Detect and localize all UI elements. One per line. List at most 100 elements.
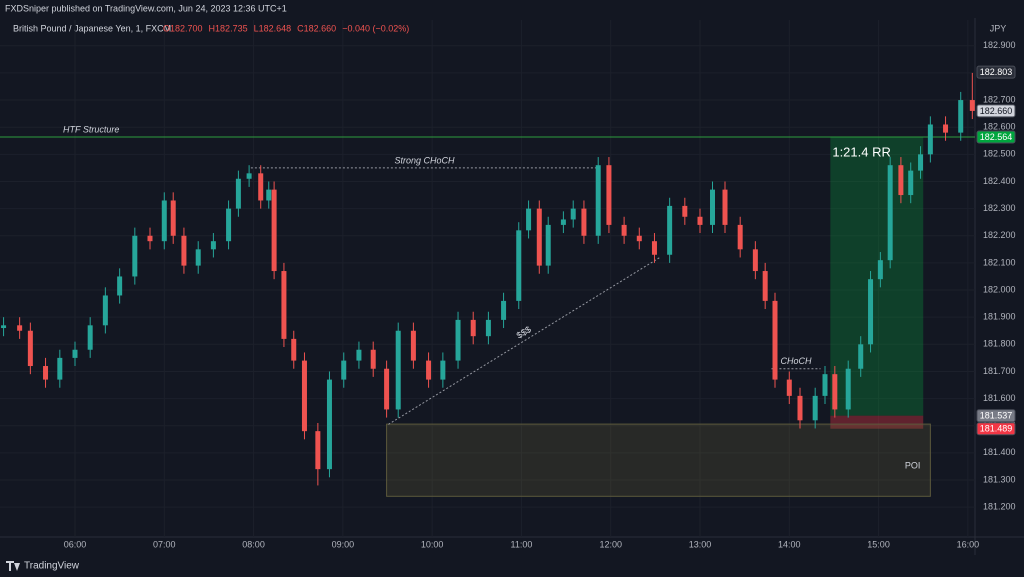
axis-labels: O182.700 H182.735 L182.648 C182.660 −0.040 (… [64,23,1016,549]
x-tick-label: 06:00 [64,539,87,549]
candle-body [440,360,446,380]
x-tick-label: 13:00 [689,539,712,549]
candle-body [560,219,566,225]
candle-body [516,230,522,301]
candle-body [235,178,241,209]
x-tick-label: 07:00 [153,539,176,549]
candle-body [762,271,768,301]
rr-label: 1:21.4 RR [832,144,891,159]
candle-body [822,374,828,396]
y-tick-label: 182.700 [983,94,1016,104]
candle-body [737,224,743,250]
ohlc-value: H182.735 [209,23,248,33]
candle-body [606,165,612,225]
x-tick-label: 11:00 [510,539,532,549]
choch-label: CHoCH [780,356,812,366]
candle-body [908,170,914,196]
price-label-box [976,422,1016,436]
chart-title: FXDSniper published on TradingView.com, … [5,3,287,13]
y-tick-label: 182.000 [983,284,1016,294]
x-tick-label: 09:00 [332,539,355,549]
candle-body [898,165,904,196]
candle-body [27,330,33,367]
candle-body [918,154,924,171]
candle-body [271,189,277,272]
x-tick-label: 14:00 [778,539,801,549]
candle-body [832,374,838,410]
stop-zone [830,415,924,429]
y-tick-label: 181.400 [983,447,1016,457]
y-tick-label: 181.600 [983,393,1016,403]
x-tick-label: 10:00 [421,539,444,549]
y-tick-label: 182.200 [983,230,1016,240]
candle-body [147,235,153,242]
logo [6,561,20,571]
currency: JPY [990,23,1007,33]
candle-body [636,235,642,242]
liquidity-line [388,257,661,425]
candle-body [501,300,507,320]
candle-body [570,208,576,220]
candle-body [281,271,287,339]
poi-zone [386,423,931,497]
candle-body [526,208,532,231]
y-tick-label: 181.800 [983,339,1016,349]
candle-body [43,366,49,380]
candle-body [1,325,7,329]
x-tick-label: 08:00 [242,539,265,549]
candle-body [226,208,232,242]
candle-body [426,360,432,380]
candle-body [969,100,975,111]
candle-body [301,360,307,432]
candle-body [927,124,933,155]
price-label-box [976,65,1016,79]
price-label-box [976,409,1016,423]
candle-body [57,357,63,380]
candle-body [356,349,362,361]
y-tick-label: 181.900 [983,312,1016,322]
price-label: 182.564 [980,132,1013,142]
candle-body [246,173,252,179]
y-tick-label: 182.500 [983,149,1016,159]
price-label: 181.537 [980,411,1013,421]
candle-body [545,224,551,266]
y-tick-label: 182.100 [983,257,1016,267]
strong-choch-label: Strong CHoCH [395,155,456,165]
candle-body [812,395,818,421]
candle-body [943,124,949,133]
candle-body [161,200,167,242]
candle-body [682,205,688,217]
candle-body [410,330,416,361]
candle-body [877,260,883,280]
candle-body [581,208,587,236]
candle-body [752,249,758,272]
candle-body [17,325,23,331]
ohlc-value: O182.700 [163,23,203,33]
candle-body [455,319,461,361]
price-label: 181.489 [980,424,1013,434]
htf-structure-label: HTF Structure [63,124,119,134]
candle-body [710,189,715,225]
candle-body [72,349,78,358]
candle-body [370,349,376,369]
candle-body [341,360,347,380]
candle-body [772,300,778,380]
y-tick-label: 181.200 [983,502,1016,512]
candle-body [797,395,803,421]
x-tick-label: 15:00 [867,539,890,549]
candle-body [845,368,851,410]
footer-brand: TradingView [24,561,80,572]
symbol: British Pound / Japanese Yen, 1, FXCM [13,23,171,33]
y-tick-label: 182.400 [983,176,1016,186]
candle-body [102,295,108,326]
candle-body [258,173,264,201]
candle-body [536,208,542,266]
candle-body [697,216,703,225]
price-label: 182.660 [980,106,1013,116]
candle-body [315,431,321,470]
candle-body [132,235,138,277]
candle-body [722,189,728,225]
candle-body [595,165,601,236]
